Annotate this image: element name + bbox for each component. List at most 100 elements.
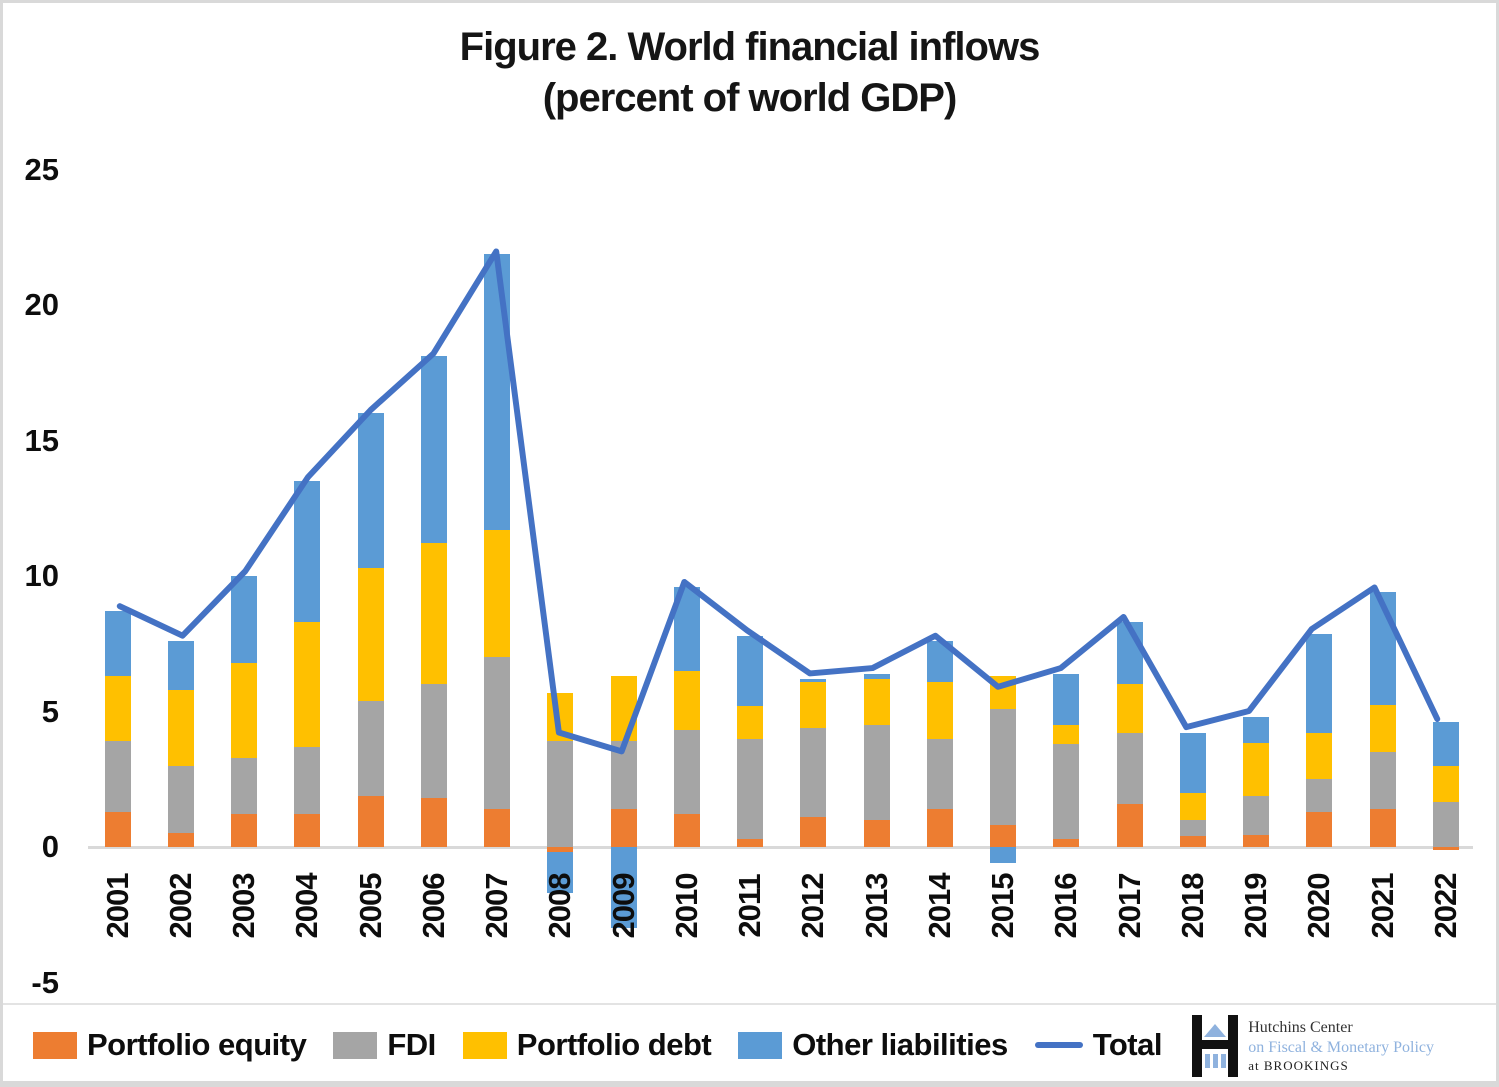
capitol-dome-icon xyxy=(1204,1024,1227,1037)
bar-segment-fdi xyxy=(800,727,827,818)
bar-segment-portfolio-equity xyxy=(231,814,258,847)
bar-segment-other-liabilities xyxy=(926,641,953,682)
bar-segment-fdi xyxy=(673,730,700,815)
y-axis-label: 0 xyxy=(41,829,59,864)
x-axis-label: 2006 xyxy=(415,873,451,939)
bar-segment-other-liabilities xyxy=(673,586,700,671)
bar-segment-portfolio-equity xyxy=(294,814,321,847)
y-axis-label: 5 xyxy=(41,693,59,729)
x-axis-label: 2014 xyxy=(921,873,957,939)
bar-segment-portfolio-equity xyxy=(610,809,637,847)
bar-segment-other-liabilities xyxy=(357,413,384,568)
bar-segment-other-liabilities xyxy=(167,641,194,690)
bar-segment-portfolio-debt xyxy=(294,622,321,747)
x-axis-label: 2007 xyxy=(479,873,515,939)
bar-segment-portfolio-debt xyxy=(1306,733,1333,780)
x-axis-label: 2020 xyxy=(1301,873,1337,939)
bar-segment-fdi xyxy=(1116,733,1143,804)
x-axis-label: 2005 xyxy=(352,873,388,939)
x-axis-label: 2017 xyxy=(1111,873,1147,939)
bar-segment-portfolio-equity xyxy=(673,814,700,847)
portfolio-equity-swatch xyxy=(33,1031,77,1059)
bar-segment-portfolio-equity xyxy=(926,809,953,847)
fdi-swatch xyxy=(333,1031,378,1059)
bar-segment-portfolio-debt xyxy=(863,678,890,726)
total-line-swatch xyxy=(1034,1042,1083,1048)
bar-segment-other-liabilities xyxy=(800,678,827,682)
chart-title-line2: (percent of world GDP) xyxy=(542,76,958,120)
y-axis-label: 15 xyxy=(24,422,59,458)
x-axis-label: 2019 xyxy=(1238,873,1274,939)
legend-item-portfolio-equity: Portfolio equity xyxy=(33,1027,307,1063)
bar-segment-portfolio-debt xyxy=(1116,684,1143,734)
bar-segment-fdi xyxy=(104,741,131,812)
bar-segment-portfolio-debt xyxy=(547,692,574,742)
x-axis-label: 2015 xyxy=(985,873,1021,939)
bar-segment-other-liabilities xyxy=(990,847,1017,864)
x-axis-label: 2022 xyxy=(1427,873,1463,939)
bar-segment-portfolio-debt xyxy=(1432,765,1459,803)
legend-label: Portfolio equity xyxy=(87,1027,307,1062)
x-axis-label: 2018 xyxy=(1174,873,1210,939)
bar-segment-portfolio-equity xyxy=(484,809,511,847)
x-axis-label: 2003 xyxy=(226,873,262,939)
bar-segment-portfolio-equity xyxy=(1053,838,1080,847)
bar-segment-portfolio-debt xyxy=(1053,725,1080,745)
logo-text: Hutchins Center on Fiscal & Monetary Pol… xyxy=(1248,1018,1434,1074)
capitol-column xyxy=(1221,1054,1227,1068)
bar-segment-other-liabilities xyxy=(420,356,447,544)
bar-segment-portfolio-debt xyxy=(420,543,447,685)
hutchins-brookings-logo: Hutchins Center on Fiscal & Monetary Pol… xyxy=(1192,1015,1434,1077)
portfolio-debt-swatch xyxy=(462,1031,507,1059)
chart-title-block: Figure 2. World financial inflows (perce… xyxy=(3,25,1496,121)
bar-segment-fdi xyxy=(294,746,321,815)
bar-segment-portfolio-debt xyxy=(673,670,700,731)
bar-segment-portfolio-equity xyxy=(863,819,890,847)
bar-segment-other-liabilities xyxy=(547,852,574,894)
bar-segment-other-liabilities xyxy=(863,673,890,679)
bar-segment-fdi xyxy=(1179,819,1206,837)
bar-segment-portfolio-debt xyxy=(610,676,637,742)
bar-segment-other-liabilities xyxy=(484,253,511,530)
bar-segment-portfolio-debt xyxy=(990,676,1017,709)
bar-segment-portfolio-equity xyxy=(547,847,574,853)
bar-segment-fdi xyxy=(1369,752,1396,810)
bar-segment-fdi xyxy=(926,738,953,810)
bar-segment-portfolio-equity xyxy=(167,833,194,847)
y-axis-label: 25 xyxy=(24,151,59,187)
bar-segment-portfolio-debt xyxy=(737,706,764,739)
chart-title-line1: Figure 2. World financial inflows xyxy=(459,25,1041,69)
bar-segment-fdi xyxy=(167,765,194,834)
bar-segment-portfolio-equity xyxy=(1369,809,1396,847)
bar-segment-portfolio-equity xyxy=(104,811,131,847)
bar-segment-portfolio-equity xyxy=(1179,836,1206,847)
legend-label: Total xyxy=(1092,1027,1163,1062)
legend-label: Other liabilities xyxy=(792,1027,1008,1062)
bar-segment-portfolio-equity xyxy=(357,795,384,847)
bar-segment-other-liabilities xyxy=(737,635,764,707)
bar-segment-portfolio-equity xyxy=(420,798,447,847)
hutchins-h-icon xyxy=(1192,1015,1239,1077)
bar-segment-portfolio-debt xyxy=(484,529,511,658)
logo-line-at-brookings: at BROOKINGS xyxy=(1248,1057,1349,1073)
bar-segment-portfolio-debt xyxy=(926,681,953,739)
bar-segment-fdi xyxy=(1432,802,1459,847)
bar-segment-other-liabilities xyxy=(1432,722,1459,766)
bar-segment-portfolio-equity xyxy=(1243,834,1270,847)
bar-segment-other-liabilities xyxy=(1306,634,1333,734)
x-axis-label: 2009 xyxy=(605,873,641,939)
h-right-bar xyxy=(1228,1015,1239,1077)
bar-segment-other-liabilities xyxy=(610,847,637,929)
bar-segment-fdi xyxy=(484,657,511,810)
bar-segment-other-liabilities xyxy=(294,481,321,623)
x-axis-label: 2008 xyxy=(542,873,578,939)
bar-segment-portfolio-debt xyxy=(104,676,131,742)
bar-segment-portfolio-debt xyxy=(1369,704,1396,753)
bar-segment-fdi xyxy=(1053,744,1080,839)
bar-segment-fdi xyxy=(990,708,1017,826)
bar-segment-other-liabilities xyxy=(1116,622,1143,685)
plot-area: 25 20 15 10 5 0 -5 2001 2002 2003 2004 2005 2006 2007… xyxy=(3,3,1496,1081)
bar-segment-fdi xyxy=(863,725,890,820)
bar-segment-fdi xyxy=(610,741,637,810)
